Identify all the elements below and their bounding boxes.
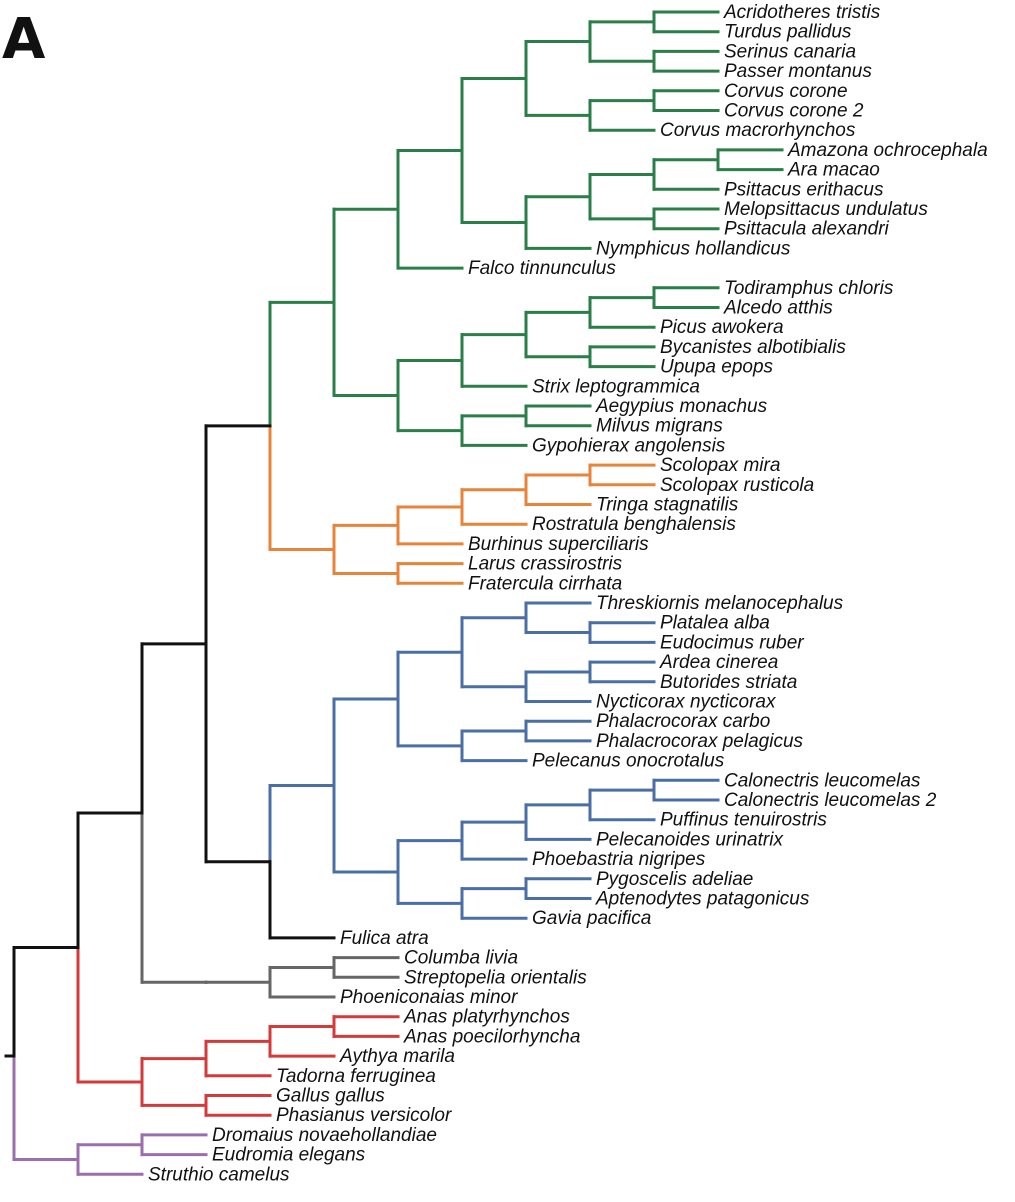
taxon-label: Todiramphus chloris (724, 278, 894, 299)
taxon-label: Psittacula alexandri (724, 219, 890, 240)
tree-branches (4, 10, 784, 1176)
taxon-label: Columba livia (404, 948, 518, 969)
taxon-label: Platalea alba (660, 613, 770, 634)
taxon-label: Fulica atra (340, 928, 429, 949)
taxon-label: Phoeniconaias minor (340, 987, 518, 1008)
taxon-label: Tadorna ferruginea (276, 1066, 436, 1087)
taxon-label: Strix leptogrammica (532, 376, 700, 397)
taxon-label: Scolopax mira (660, 455, 780, 476)
taxon-label: Aythya marila (339, 1046, 455, 1067)
taxon-label: Pelecanoides urinatrix (596, 829, 784, 850)
taxon-label: Nymphicus hollandicus (596, 238, 791, 259)
taxon-label: Aegypius monachus (595, 396, 768, 417)
taxon-label: Dromaius novaehollandiae (212, 1125, 437, 1146)
taxon-label: Scolopax rusticola (660, 475, 814, 496)
taxon-label: Rostratula benghalensis (532, 514, 736, 535)
panel-label: A (2, 7, 46, 72)
taxon-label: Psittacus erithacus (724, 179, 884, 200)
taxon-label: Gallus gallus (276, 1086, 385, 1107)
taxon-label: Struthio camelus (148, 1164, 290, 1185)
taxon-label: Turdus pallidus (724, 22, 852, 43)
taxon-label: Gypohierax angolensis (532, 435, 726, 456)
taxon-label: Ara macao (787, 160, 880, 181)
taxon-label: Threskiornis melanocephalus (596, 593, 844, 614)
taxon-label: Upupa epops (660, 357, 774, 378)
taxon-label: Falco tinnunculus (468, 258, 616, 279)
taxon-label: Fratercula cirrhata (468, 573, 622, 594)
taxon-label: Nycticorax nycticorax (596, 692, 777, 713)
taxon-label: Amazona ochrocephala (787, 140, 988, 161)
taxon-label: Ardea cinerea (659, 652, 778, 673)
taxon-label: Corvus corone (724, 81, 848, 102)
taxon-label: Anas platyrhynchos (403, 1007, 570, 1028)
taxon-label: Calonectris leucomelas 2 (724, 790, 937, 811)
taxon-label: Puffinus tenuirostris (660, 810, 827, 831)
taxon-label: Gavia pacifica (532, 908, 651, 929)
taxon-label: Alcedo atthis (723, 298, 833, 319)
taxon-label: Corvus macrorhynchos (660, 120, 856, 141)
taxon-label: Eudocimus ruber (660, 632, 804, 653)
taxon-label: Picus awokera (660, 317, 784, 338)
taxon-label: Milvus migrans (596, 416, 723, 437)
taxon-label: Pygoscelis adeliae (596, 869, 753, 890)
taxon-label: Eudromia elegans (212, 1145, 366, 1166)
taxon-label: Bycanistes albotibialis (660, 337, 846, 358)
taxon-label: Phoebastria nigripes (532, 849, 706, 870)
taxon-label: Anas poecilorhyncha (403, 1026, 580, 1047)
taxon-label: Aptenodytes patagonicus (595, 889, 810, 910)
taxon-label: Streptopelia orientalis (404, 967, 587, 988)
taxon-label: Phasianus versicolor (276, 1105, 452, 1126)
taxon-label: Melopsittacus undulatus (724, 199, 928, 220)
taxon-label: Serinus canaria (724, 41, 856, 62)
taxon-label: Phalacrocorax carbo (596, 711, 770, 732)
taxon-label: Corvus corone 2 (724, 101, 864, 122)
taxon-label: Burhinus superciliaris (468, 534, 649, 555)
taxon-label: Acridotheres tristis (723, 2, 881, 23)
taxon-label: Calonectris leucomelas (724, 770, 921, 791)
taxon-label: Pelecanus onocrotalus (532, 751, 725, 772)
taxon-label: Passer montanus (724, 61, 872, 82)
taxon-label: Butorides striata (660, 672, 797, 693)
taxon-label: Tringa stagnatilis (596, 495, 739, 516)
taxon-label: Larus crassirostris (468, 554, 623, 575)
taxon-label: Phalacrocorax pelagicus (596, 731, 804, 752)
